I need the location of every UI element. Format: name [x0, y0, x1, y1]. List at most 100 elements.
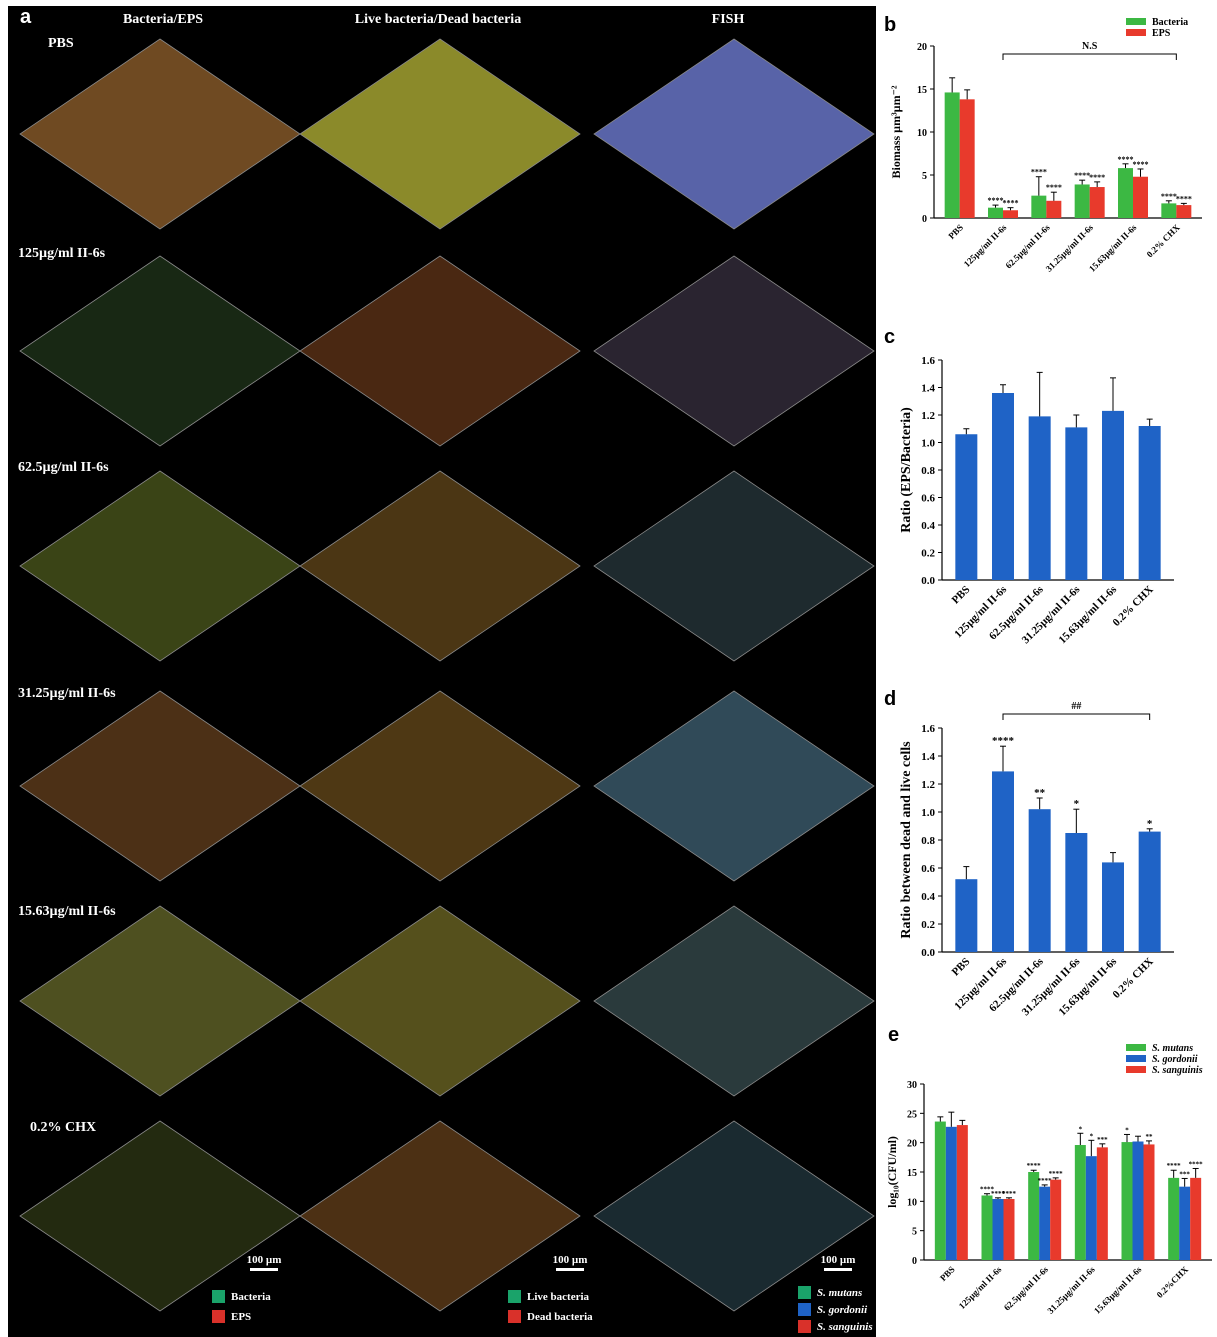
- bar: [1046, 200, 1062, 218]
- bar: [992, 771, 1014, 952]
- significance-bracket: [1002, 713, 1151, 720]
- y-tick-label: 0: [912, 1256, 917, 1267]
- legend-eps: EPS: [212, 1310, 251, 1323]
- significance-label: **: [1034, 787, 1046, 799]
- micrograph-live-dead-row6: [299, 1120, 581, 1312]
- scale-bar-label: 100 µm: [820, 1254, 856, 1266]
- micrograph-live-dead-row1: [299, 38, 581, 230]
- legend-s-mutans: S. mutans: [798, 1286, 862, 1299]
- micrograph-bacteria-eps-row4: [19, 690, 301, 882]
- y-tick-label: 1.0: [921, 438, 935, 450]
- bar: [1031, 195, 1047, 218]
- scale-bar-col1: 100 µm: [234, 1254, 294, 1271]
- row-label-pbs: PBS: [48, 36, 74, 51]
- significance-label: ****: [991, 1190, 1006, 1198]
- significance-label: *: [1079, 1125, 1083, 1133]
- scale-bar-col3: 100 µm: [808, 1254, 868, 1271]
- significance-label: ****: [988, 196, 1004, 205]
- significance-label: ***: [1179, 1170, 1190, 1178]
- y-tick-label: 1.4: [921, 751, 935, 763]
- y-tick-label: 0.8: [921, 835, 935, 847]
- y-tick-label: 10: [917, 128, 927, 139]
- legend-swatch: [1126, 1066, 1146, 1073]
- y-tick-label: 30: [907, 1080, 917, 1091]
- bar: [1028, 809, 1051, 952]
- bar: [992, 1198, 1004, 1260]
- panel-letter-b: b: [884, 14, 897, 36]
- significance-label: *: [1147, 818, 1153, 830]
- micrograph-bacteria-eps-row5: [19, 905, 301, 1097]
- legend-swatch: [212, 1310, 225, 1323]
- scale-bar-label: 100 µm: [552, 1254, 588, 1266]
- bar: [1089, 187, 1105, 218]
- significance-label: ****: [1189, 1160, 1204, 1168]
- legend-label: Bacteria: [231, 1290, 271, 1303]
- bar: [1102, 862, 1124, 952]
- legend-bacteria: Bacteria: [212, 1290, 271, 1303]
- legend-swatch: [1126, 18, 1146, 25]
- chart-e-cfu: 051015202530log₁₀(CFU/ml)PBS************…: [885, 1043, 1212, 1316]
- x-tick-label: 125µg/ml II-6s: [962, 222, 1009, 269]
- legend-label: EPS: [231, 1310, 252, 1323]
- legend-live: Live bacteria: [508, 1290, 589, 1303]
- y-tick-label: 15: [907, 1168, 917, 1179]
- bar: [1102, 410, 1124, 580]
- column-header-fish: FISH: [711, 12, 745, 27]
- micrograph-fish-row5: [593, 905, 875, 1097]
- bar: [1190, 1177, 1202, 1260]
- significance-label: *: [1074, 798, 1080, 810]
- y-tick-label: 0.2: [921, 919, 935, 931]
- bar: [955, 879, 978, 952]
- scale-bar-label: 100 µm: [246, 1254, 282, 1266]
- x-tick-label: 31.25µg/ml II-6s: [1045, 1264, 1097, 1316]
- bar: [1168, 1177, 1180, 1260]
- y-tick-label: 15: [917, 85, 927, 96]
- bar: [959, 99, 975, 218]
- micrograph-bacteria-eps-row3: [19, 470, 301, 662]
- x-tick-label: PBS: [950, 584, 973, 607]
- significance-label: ****: [1049, 1170, 1064, 1178]
- bar: [1003, 210, 1018, 218]
- micrograph-fish-row4: [593, 690, 875, 882]
- significance-label: ****: [1003, 199, 1019, 208]
- y-tick-label: 0.6: [921, 493, 935, 505]
- bar: [1050, 1179, 1062, 1260]
- bar: [1138, 426, 1161, 580]
- bar: [1118, 168, 1133, 218]
- row-label-chx: 0.2% CHX: [30, 1120, 97, 1135]
- significance-bracket: [1002, 53, 1177, 60]
- y-tick-label: 20: [907, 1139, 917, 1150]
- y-tick-label: 0.0: [921, 947, 935, 959]
- significance-label: ****: [1031, 168, 1047, 177]
- row-label-31-25: 31.25µg/ml II-6s: [18, 686, 116, 701]
- micrograph-fish-row3: [593, 470, 875, 662]
- row-label-62-5: 62.5µg/ml II-6s: [18, 460, 109, 475]
- x-tick-label: 62.5µg/ml II-6s: [1004, 222, 1053, 271]
- significance-label: ****: [1133, 160, 1149, 169]
- bracket-label: N.S: [1082, 41, 1098, 52]
- significance-label: ****: [1118, 155, 1134, 164]
- legend-s-sanguinis: S. sanguinis: [798, 1320, 873, 1333]
- scale-bar-col2: 100 µm: [540, 1254, 600, 1271]
- y-tick-label: 0.2: [921, 548, 935, 560]
- y-tick-label: 10: [907, 1197, 917, 1208]
- bar: [1179, 1186, 1191, 1260]
- significance-label: ****: [1046, 183, 1062, 192]
- y-tick-label: 1.4: [921, 383, 935, 395]
- x-tick-label: PBS: [946, 222, 965, 241]
- bar: [1074, 184, 1090, 218]
- significance-label: ****: [1176, 194, 1192, 203]
- bar: [981, 1195, 993, 1260]
- significance-label: ****: [980, 1186, 995, 1194]
- y-axis-title: Ratio between dead and live cells: [899, 741, 914, 939]
- chart-c-eps-ratio: 0.0 0.2 0.4 0.6 0.8 1.0 1.2 1.4 1.6 Ratio (EPS/Ba…: [899, 355, 1174, 646]
- y-tick-label: 1.2: [921, 410, 935, 422]
- significance-label: ****: [1167, 1162, 1182, 1170]
- y-tick-label: 0.8: [921, 465, 935, 477]
- micrograph-live-dead-row3: [299, 470, 581, 662]
- legend-swatch: [798, 1320, 811, 1333]
- y-axis-title: Biomass µm³µm⁻²: [889, 85, 903, 178]
- significance-label: ***: [1097, 1136, 1108, 1144]
- y-axis-title: Ratio (EPS/Bacteria): [899, 407, 914, 533]
- bar: [1161, 203, 1177, 218]
